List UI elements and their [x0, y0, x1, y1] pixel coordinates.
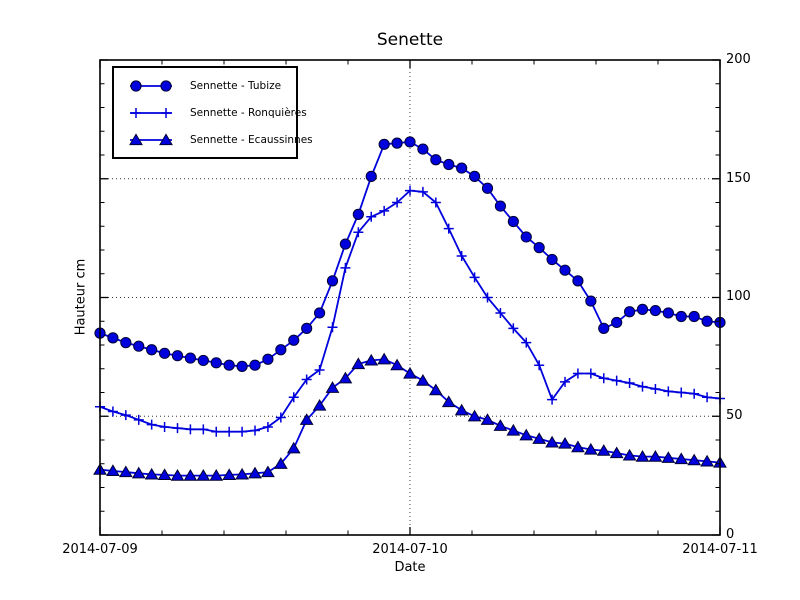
- legend-marker-triangle-icon: [129, 132, 173, 145]
- legend-label: Sennette - Ecaussinnes: [190, 133, 313, 146]
- chart-title: Senette: [376, 30, 444, 50]
- y-axis-label: Hauteur cm: [73, 258, 89, 336]
- data-series: [93, 136, 727, 481]
- x-tick-label: 2014-07-09: [62, 542, 138, 557]
- axis-ticks: [99, 59, 721, 536]
- y-tick-label: 50: [726, 408, 743, 423]
- x-axis-label: Date: [394, 560, 426, 575]
- legend-entry-ronquieres: Sennette - Ronquières: [126, 105, 307, 121]
- x-tick-label: 2014-07-10: [372, 542, 448, 557]
- legend-entry-ecaussinnes: Sennette - Ecaussinnes: [126, 132, 313, 148]
- legend-entry-tubize: Sennette - Tubize: [126, 78, 296, 94]
- gridlines: [100, 60, 720, 535]
- y-tick-label: 200: [726, 52, 751, 67]
- legend-marker-circle-icon: [130, 79, 172, 92]
- legend-label: Sennette - Tubize: [190, 79, 282, 92]
- legend-marker-plus-icon: [130, 107, 172, 118]
- y-tick-label: 100: [726, 289, 751, 304]
- series-triangle: [93, 352, 727, 481]
- y-tick-label: 0: [726, 527, 735, 542]
- legend-label: Sennette - Ronquières: [190, 106, 307, 119]
- y-tick-label: 150: [726, 171, 751, 186]
- legend: Sennette - Tubize Sennette - Ronquières …: [112, 66, 313, 159]
- x-tick-label: 2014-07-11: [682, 542, 758, 557]
